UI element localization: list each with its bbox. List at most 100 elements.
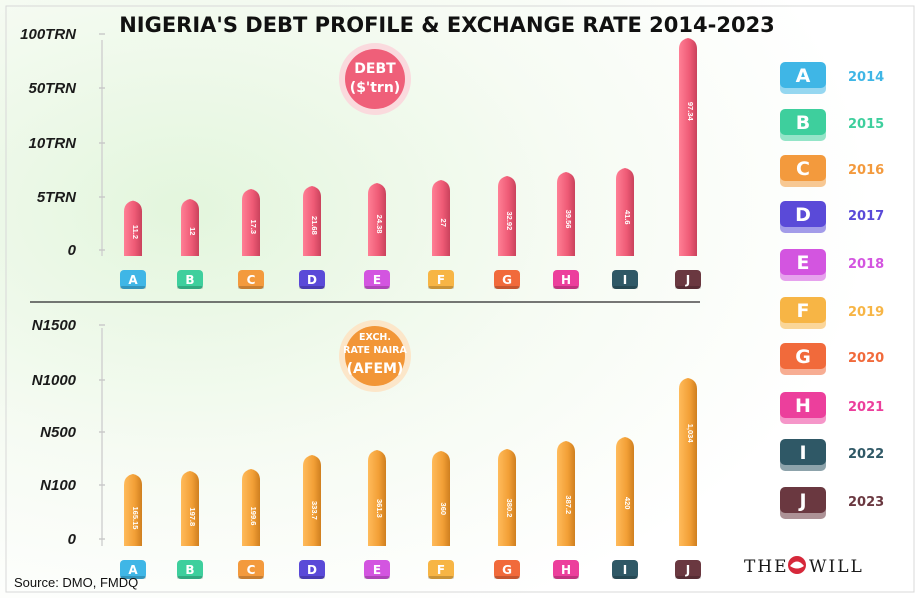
legend-year: 2018 xyxy=(848,257,884,272)
category-chip xyxy=(177,270,203,289)
category-chip-shadow xyxy=(553,286,579,289)
y-tick-label: 5TRN xyxy=(37,189,77,206)
category-chip xyxy=(299,270,325,289)
category-chip-shadow xyxy=(120,576,146,579)
value-label: 380.2 xyxy=(505,499,514,518)
logo-left-text: THE xyxy=(744,557,789,577)
legend-letter: I xyxy=(799,442,806,464)
category-chip xyxy=(120,560,146,579)
badge-circle xyxy=(345,326,405,386)
category-chip xyxy=(553,560,579,579)
category-chip xyxy=(494,560,520,579)
bar-G xyxy=(498,449,516,546)
legend-letter: C xyxy=(796,158,810,180)
category-chip xyxy=(299,560,325,579)
category-chip-shadow xyxy=(299,576,325,579)
category-label: F xyxy=(437,563,445,577)
the-will-logo: THE WILL xyxy=(744,556,864,577)
legend-letter: F xyxy=(797,300,810,322)
legend-item-2020: G 2020 xyxy=(780,343,884,375)
category-chip xyxy=(428,270,454,289)
legend-chip xyxy=(780,62,826,88)
legend-letter: E xyxy=(797,252,810,274)
legend-item-2019: F 2019 xyxy=(780,297,884,329)
exchange-rate-badge: EXCH. RATE NAIRA (AFEM) xyxy=(339,320,411,392)
legend-letter: H xyxy=(795,395,811,417)
legend-chip xyxy=(780,343,826,369)
logo-right-text: WILL xyxy=(809,557,864,577)
bar-A xyxy=(124,474,142,546)
y-tick-label: N1000 xyxy=(32,372,77,389)
category-label: I xyxy=(623,273,627,287)
legend-chip xyxy=(780,249,826,275)
value-label: 165.15 xyxy=(131,507,140,530)
legend-year: 2023 xyxy=(848,495,884,510)
y-tick-label: 10TRN xyxy=(28,135,77,152)
legend-item-2021: H 2021 xyxy=(780,392,884,424)
legend-chip xyxy=(780,155,826,181)
legend-item-2014: A 2014 xyxy=(780,62,884,94)
category-label: D xyxy=(307,563,317,577)
bar-G xyxy=(498,176,516,256)
category-chip xyxy=(120,270,146,289)
legend-chip xyxy=(780,201,826,227)
category-chip xyxy=(675,270,701,289)
bar-D xyxy=(303,186,321,256)
legend-item-2023: J 2023 xyxy=(780,487,884,519)
bar-I xyxy=(616,168,634,256)
frame xyxy=(5,5,915,593)
legend: A 2014 B 2015 C 2016 D 2017 E 2018 F 2019 G 2020 H 2021… xyxy=(780,62,884,519)
value-label: 12 xyxy=(188,227,197,235)
value-label: 333.7 xyxy=(310,501,319,520)
category-chip xyxy=(177,560,203,579)
legend-item-2018: E 2018 xyxy=(780,249,884,281)
bar-J xyxy=(679,38,697,256)
category-chip-shadow xyxy=(675,576,701,579)
legend-year: 2021 xyxy=(848,400,884,415)
bar-B xyxy=(181,471,199,546)
bar-E xyxy=(368,183,386,256)
badge-text: DEBT xyxy=(354,61,396,77)
category-chip-shadow xyxy=(299,286,325,289)
value-label: 197.8 xyxy=(188,507,197,526)
category-label: E xyxy=(373,563,381,577)
legend-letter: G xyxy=(795,346,811,368)
category-label: G xyxy=(502,273,512,287)
value-label: 420 xyxy=(623,497,632,510)
value-label: 360 xyxy=(439,503,448,516)
legend-year: 2014 xyxy=(848,70,884,85)
category-label: J xyxy=(685,563,690,577)
category-label: C xyxy=(247,563,256,577)
bar-J xyxy=(679,378,697,546)
badge-text: EXCH. xyxy=(359,332,391,343)
y-tick-label: N500 xyxy=(40,424,77,441)
category-chip xyxy=(612,270,638,289)
legend-letter: D xyxy=(795,204,811,226)
category-label: B xyxy=(185,273,194,287)
category-chip-shadow xyxy=(238,286,264,289)
legend-year: 2022 xyxy=(848,447,884,462)
y-tick-label: 0 xyxy=(68,242,77,259)
category-chip xyxy=(238,560,264,579)
bar-I xyxy=(616,437,634,546)
legend-chip xyxy=(780,297,826,323)
category-chip-shadow xyxy=(177,576,203,579)
category-chip-shadow xyxy=(364,286,390,289)
category-label: C xyxy=(247,273,256,287)
bar-C xyxy=(242,189,260,256)
y-tick-label: 0 xyxy=(68,531,77,548)
bar-B xyxy=(181,199,199,256)
legend-item-2022: I 2022 xyxy=(780,439,884,471)
legend-year: 2016 xyxy=(848,163,884,178)
value-label: 11.2 xyxy=(131,225,140,239)
value-label: 387.2 xyxy=(564,495,573,514)
legend-year: 2019 xyxy=(848,305,884,320)
y-tick-label: 100TRN xyxy=(20,26,77,43)
category-label: G xyxy=(502,563,512,577)
bar-E xyxy=(368,450,386,546)
debt-panel: 100TRN 50TRN 10TRN 5TRN 0 DEBT ($'trn) 11.2 A 12 B… xyxy=(20,26,701,289)
category-label: F xyxy=(437,273,445,287)
badge-text: ($'trn) xyxy=(350,80,400,96)
category-chip-shadow xyxy=(612,286,638,289)
